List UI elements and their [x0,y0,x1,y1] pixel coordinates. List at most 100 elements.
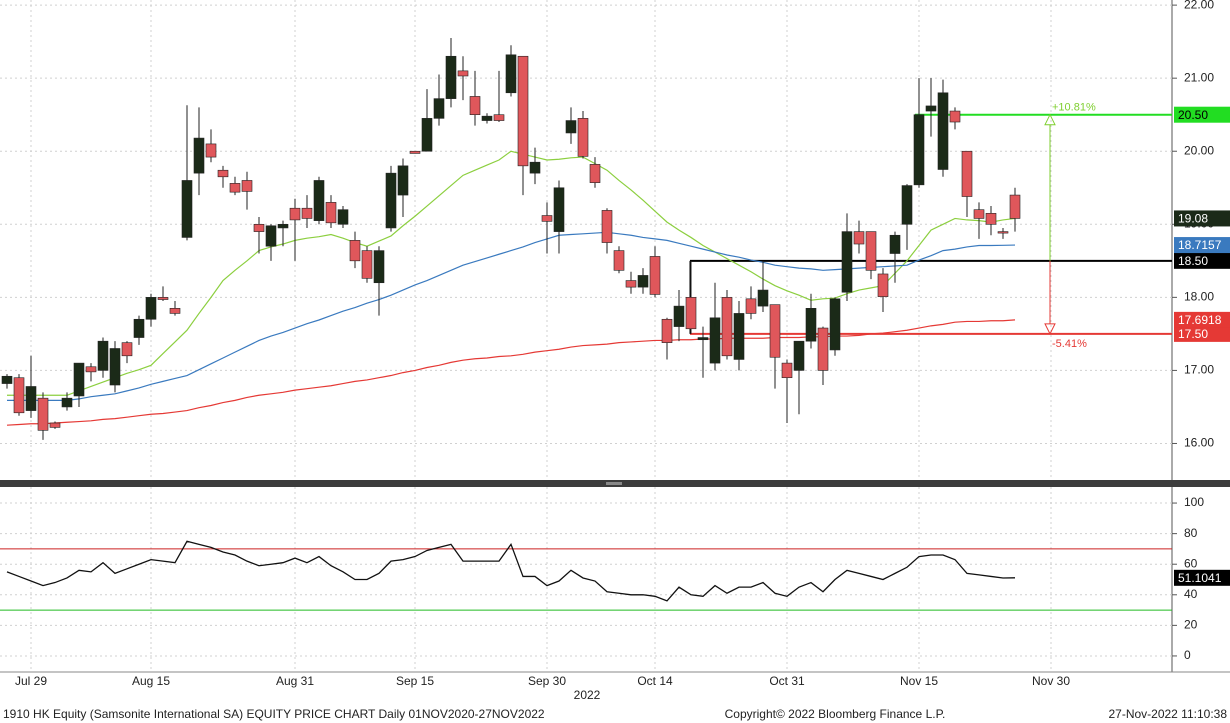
level-label: 18.50 [1178,254,1208,268]
y-tick-label: 22.00 [1184,0,1214,11]
candle-body [505,54,517,94]
candle-body [541,215,553,222]
candle-body [805,308,817,342]
candle-body [877,273,889,297]
candle-body [577,118,589,157]
candle-body [313,180,325,221]
candle-body [769,304,781,358]
candle-body [1009,194,1021,219]
candle-body [1,375,13,384]
y-tick-label: 0 [1184,648,1191,662]
candle-body [601,210,613,243]
candle-body [685,297,697,330]
candle-body [733,313,745,360]
candle-body [433,98,445,119]
candle-body [133,318,145,338]
footer-right: 27-Nov-2022 11:10:38 [1108,707,1227,721]
candle-body [277,223,289,229]
candle-body [553,187,565,232]
level-label-box [1174,106,1230,123]
footer-left: 1910 HK Equity (Samsonite International … [3,707,545,721]
rsi-last-label-box [1174,569,1230,586]
candle-body [925,105,937,112]
candle-body [49,422,61,428]
candle-body [745,298,757,314]
candle-body [289,207,301,221]
y-tick-label: 60 [1184,556,1198,570]
candle-body [649,256,661,295]
annotation: -5.41% [1052,338,1087,350]
candle-body [337,209,349,225]
x-tick-label: Aug 31 [276,674,314,688]
candle-body [457,70,469,77]
candle-body [673,305,685,327]
candle-body [709,317,721,364]
y-tick-label: 20 [1184,618,1198,632]
candle-body [961,150,973,197]
candle-body [625,280,637,288]
moving-average-line [6,319,1016,426]
last-close-label-box [1174,210,1230,227]
x-tick-label: Aug 15 [132,674,170,688]
candle-body [421,118,433,152]
candle-body [145,297,157,320]
candle-body [73,362,85,397]
candle-body [193,137,205,174]
candle-body [409,150,421,154]
candle-body [469,96,481,116]
x-tick-label: Oct 14 [637,674,673,688]
candle-body [817,327,829,371]
candle-body [493,114,505,121]
rsi-last-label: 51.1041 [1178,571,1222,585]
x-tick-label: Oct 31 [769,674,805,688]
candle-body [829,298,841,351]
x-tick-label: Sep 30 [528,674,566,688]
candle-body [637,275,649,288]
candle-body [841,231,853,293]
candle-body [853,231,865,245]
y-tick-label: 18.00 [1184,290,1214,304]
candle-body [865,231,877,271]
candle-body [301,207,313,219]
candle-body [37,397,49,431]
series-last-label: 17.6918 [1178,313,1222,327]
y-tick-label: 16.00 [1184,436,1214,450]
candle-body [937,92,949,170]
candle-body [265,225,277,247]
level-label: 17.50 [1178,327,1208,341]
footer-center: Copyright© 2022 Bloomberg Finance L.P. [725,707,946,721]
candle-body [61,397,73,408]
rsi-line [6,540,1016,602]
candle-body [13,377,25,414]
y-tick-label: 40 [1184,587,1198,601]
candle-body [25,386,37,411]
candle-body [589,164,601,183]
x-tick-label: Nov 30 [1032,674,1070,688]
candle-body [613,250,625,271]
y-tick-label: 100 [1184,495,1204,509]
candle-body [169,308,181,314]
candle-body [721,297,733,357]
candle-body [109,348,121,386]
candle-body [565,120,577,134]
series-last-label: 18.7157 [1178,238,1222,252]
candle-body [949,110,961,123]
separator-handle [606,482,622,485]
candle-body [349,240,361,262]
candle-body [781,362,793,379]
candle-body [697,337,709,341]
candle-body [229,183,241,193]
candle-body [901,185,913,225]
y-tick-label: 80 [1184,526,1198,540]
candle-body [913,114,925,186]
candle-body [397,165,409,196]
candle-body [973,209,985,219]
level-label: 20.50 [1178,108,1208,122]
candle-body [217,169,229,178]
x-year-label: 2022 [574,688,601,702]
candle-body [985,213,997,225]
series-last-label-box [1174,311,1230,328]
y-tick-label: 21.00 [1184,70,1214,84]
